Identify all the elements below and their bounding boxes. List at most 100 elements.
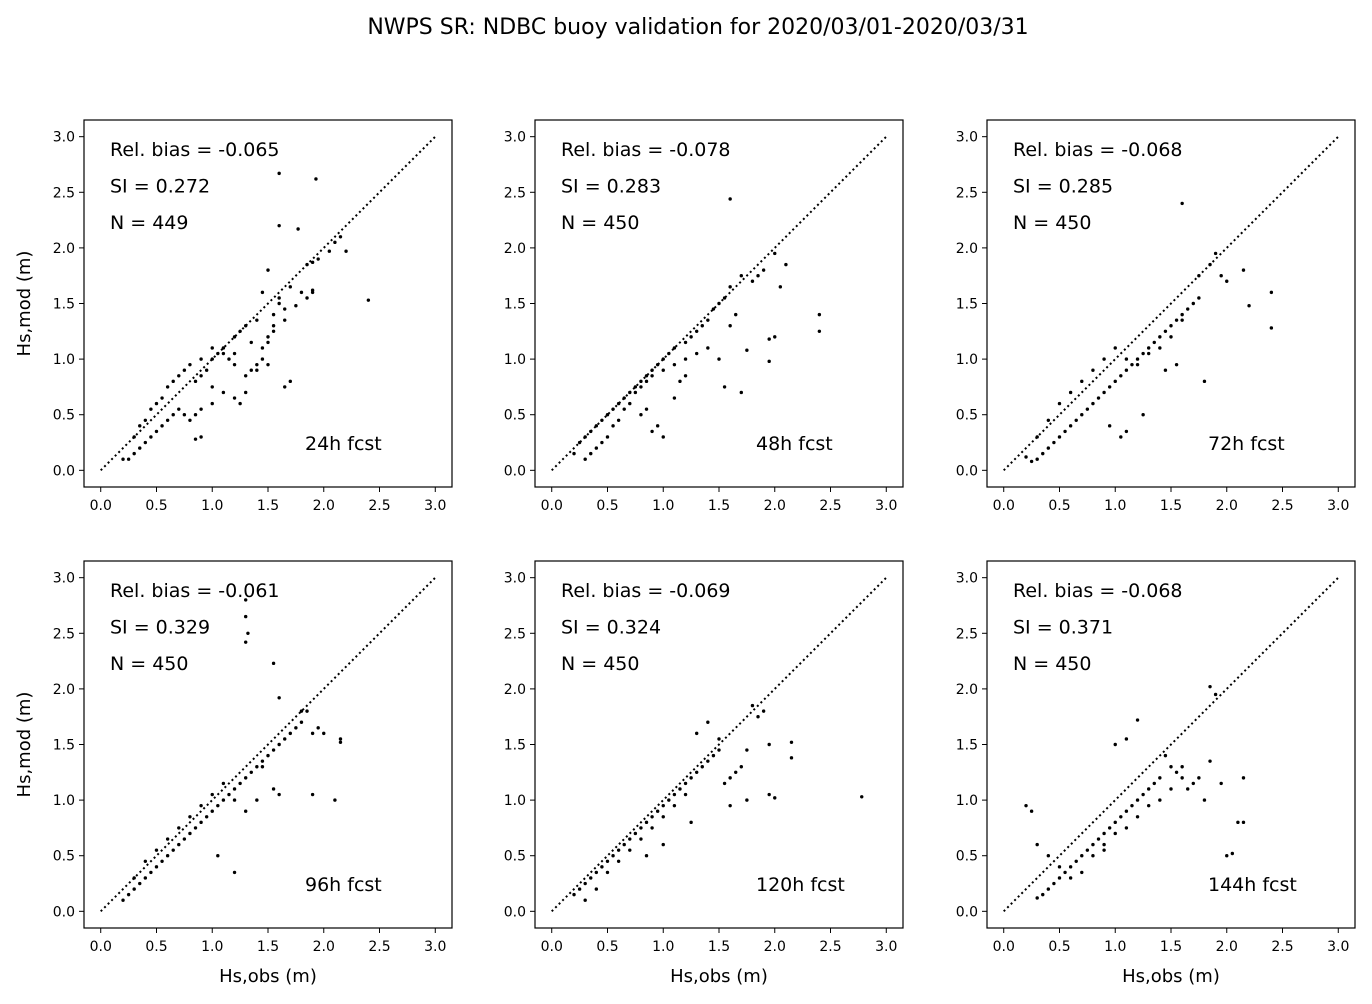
x-tick-label: 0.0	[90, 498, 112, 514]
data-point	[745, 748, 749, 752]
data-point	[767, 792, 771, 797]
x-tick-label: 3.0	[1327, 498, 1349, 514]
x-axis-label: Hs,obs (m)	[1122, 966, 1220, 987]
x-tick-label: 3.0	[424, 939, 446, 955]
data-point	[238, 329, 242, 334]
data-point	[1080, 854, 1084, 858]
data-point	[1035, 457, 1039, 461]
data-point	[683, 792, 688, 797]
stat-annotation: SI = 0.324	[561, 617, 661, 639]
data-point	[689, 335, 693, 339]
data-point	[1091, 842, 1095, 847]
data-point	[594, 887, 599, 891]
data-point	[338, 740, 343, 744]
y-tick-label: 3.0	[504, 571, 526, 587]
data-point	[165, 385, 170, 389]
data-point	[305, 709, 309, 713]
data-point	[594, 424, 599, 428]
forecast-label: 72h fcst	[1208, 433, 1285, 455]
data-point	[778, 285, 783, 289]
data-point	[221, 781, 226, 786]
data-point	[216, 803, 220, 808]
data-point	[266, 268, 270, 272]
data-point	[277, 301, 281, 306]
data-point	[277, 296, 281, 300]
data-point	[1124, 809, 1129, 813]
data-point	[199, 407, 203, 411]
data-point	[132, 887, 136, 891]
data-point	[160, 396, 164, 400]
data-point	[756, 273, 760, 278]
data-point	[750, 279, 755, 283]
y-tick-label: 2.5	[53, 626, 75, 642]
data-point	[644, 379, 649, 384]
data-point	[283, 318, 287, 322]
data-point	[1135, 798, 1140, 802]
y-tick-label: 2.5	[956, 185, 978, 201]
data-point	[255, 318, 259, 322]
stat-annotation: Rel. bias = -0.065	[110, 139, 280, 161]
data-point	[583, 457, 587, 461]
data-point	[1213, 251, 1218, 256]
data-point	[1163, 753, 1168, 758]
data-point	[1085, 407, 1090, 411]
data-point	[1091, 854, 1095, 858]
reference-line	[551, 576, 887, 913]
y-tick-label: 0.0	[956, 463, 978, 479]
data-point	[193, 413, 198, 417]
data-point	[199, 820, 203, 825]
data-point	[633, 390, 638, 395]
data-point	[138, 881, 142, 886]
data-point	[149, 407, 153, 411]
data-point	[706, 346, 710, 350]
data-point	[1208, 262, 1212, 267]
data-point	[283, 737, 287, 741]
data-point	[1041, 451, 1045, 456]
data-point	[1158, 798, 1162, 802]
data-point	[1174, 770, 1179, 775]
data-point	[722, 385, 727, 389]
data-point	[639, 826, 643, 830]
data-point	[314, 177, 318, 181]
data-point	[243, 614, 248, 619]
data-point	[188, 418, 192, 422]
data-point	[1213, 692, 1218, 697]
x-tick-label: 0.0	[90, 939, 112, 955]
data-point	[182, 368, 187, 372]
data-point	[243, 809, 248, 813]
data-point	[589, 876, 593, 880]
data-point	[650, 429, 654, 434]
data-point	[1208, 684, 1212, 689]
data-point	[1124, 368, 1129, 372]
data-point	[165, 854, 170, 858]
data-point	[1135, 718, 1140, 722]
forecast-label: 24h fcst	[305, 433, 382, 455]
data-point	[149, 870, 153, 875]
data-point	[1113, 742, 1117, 747]
x-tick-label: 1.5	[708, 939, 730, 955]
data-point	[1146, 787, 1151, 791]
data-point	[255, 368, 259, 372]
data-point	[605, 870, 610, 875]
y-tick-label: 0.0	[53, 904, 75, 920]
data-point	[1113, 379, 1117, 384]
data-point	[199, 435, 203, 439]
data-point	[232, 787, 237, 791]
data-point	[594, 870, 599, 875]
data-point	[271, 787, 276, 791]
data-point	[1113, 831, 1117, 836]
y-tick-label: 2.0	[956, 241, 978, 257]
data-point	[338, 737, 343, 741]
data-point	[1102, 357, 1106, 361]
data-point	[1141, 792, 1145, 797]
data-point	[661, 815, 665, 819]
y-tick-label: 3.0	[956, 571, 978, 587]
data-point	[1096, 396, 1101, 400]
data-point	[232, 396, 237, 400]
data-point	[577, 887, 582, 891]
data-point	[767, 337, 771, 341]
y-tick-label: 0.5	[504, 408, 526, 424]
data-point	[1163, 329, 1168, 334]
reference-line	[100, 135, 436, 472]
data-point	[1241, 776, 1246, 780]
